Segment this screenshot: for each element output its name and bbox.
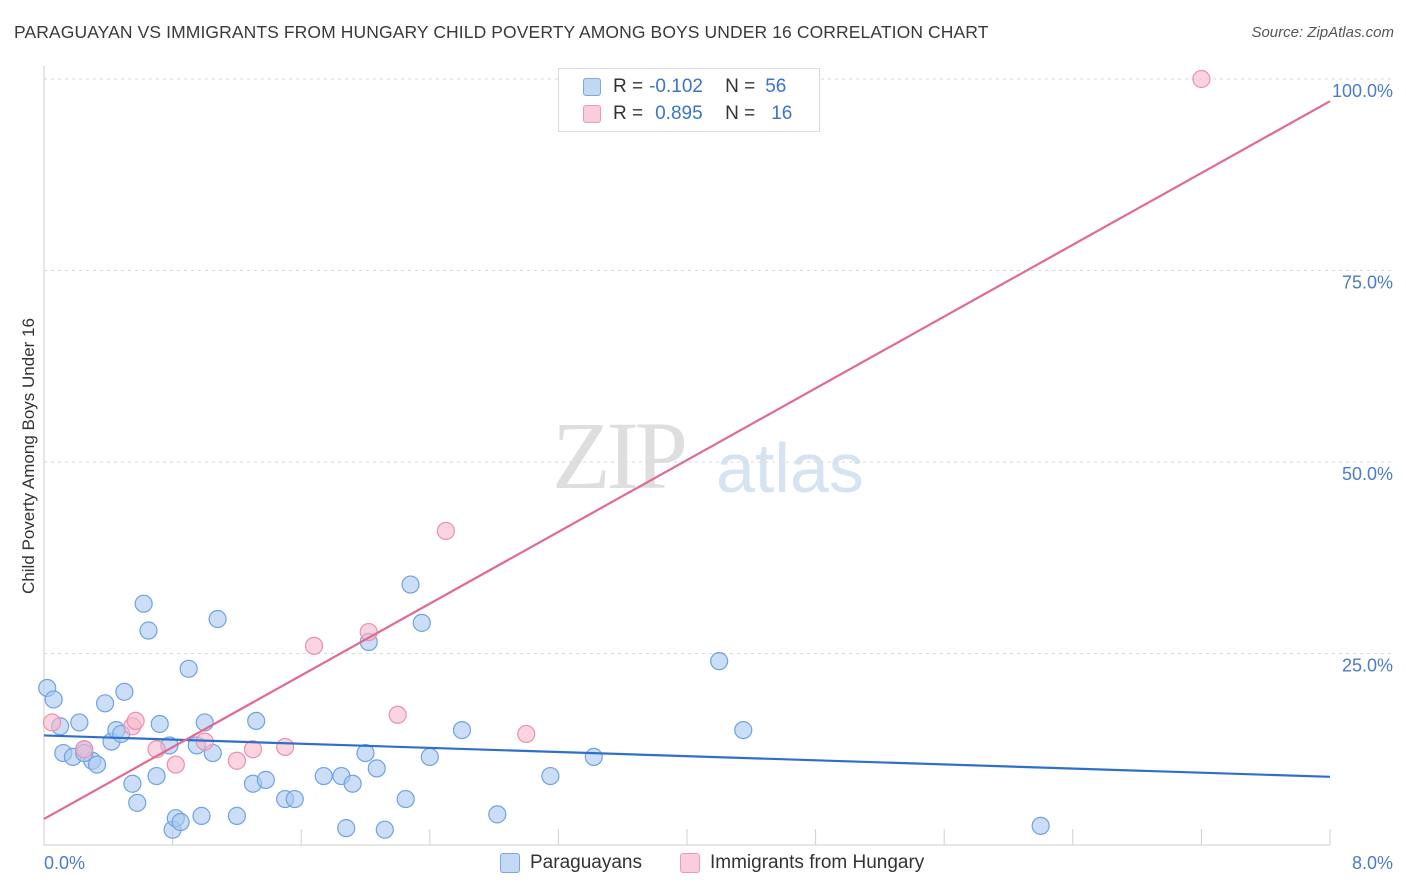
paraguayan-point bbox=[452, 720, 472, 740]
legend-r-value: 0.895 bbox=[655, 103, 703, 124]
x-tick-label: 8.0% bbox=[1352, 853, 1393, 873]
chart-title: PARAGUAYAN VS IMMIGRANTS FROM HUNGARY CH… bbox=[14, 22, 989, 42]
paraguayan-point bbox=[147, 766, 166, 786]
watermark-atlas: atlas bbox=[716, 429, 864, 507]
legend-n-label: N = bbox=[725, 76, 756, 97]
hungary-point bbox=[42, 713, 62, 732]
paraguayan-point bbox=[710, 652, 729, 671]
gridlines bbox=[44, 78, 1392, 654]
legend-swatch-blue bbox=[500, 853, 520, 873]
paraguayan-point bbox=[734, 720, 753, 740]
legend-n-value: 16 bbox=[771, 103, 793, 124]
legend-r-label: R = bbox=[613, 76, 644, 97]
y-tick-label: 50.0% bbox=[1342, 464, 1393, 484]
y-axis-label: Child Poverty Among Boys Under 16 bbox=[19, 318, 38, 594]
hungary-points bbox=[42, 69, 1211, 774]
hungary-point bbox=[166, 755, 185, 774]
hungary-point bbox=[388, 705, 407, 724]
legend-n-value: 56 bbox=[765, 76, 787, 97]
x-tick-label: 0.0% bbox=[44, 853, 85, 873]
hungary-point bbox=[276, 737, 295, 757]
hungary-point bbox=[126, 711, 145, 731]
paraguayan-point bbox=[179, 659, 198, 678]
legend-row-hungary: R = 0.895 N = 16 bbox=[583, 101, 792, 127]
paraguayan-point bbox=[44, 690, 63, 709]
paraguayan-point bbox=[337, 819, 356, 838]
legend-label: Paraguayans bbox=[530, 852, 642, 873]
hungary-point bbox=[304, 636, 324, 655]
paraguayan-point bbox=[247, 711, 266, 731]
legend-swatch-pink bbox=[679, 853, 700, 873]
legend-r-value: -0.102 bbox=[649, 76, 703, 97]
hungary-point bbox=[517, 724, 536, 744]
paraguayan-point bbox=[1031, 816, 1050, 835]
source-label: Source: ZipAtlas.com bbox=[1251, 24, 1394, 41]
paraguayans-points bbox=[38, 575, 1050, 839]
paraguayan-point bbox=[70, 713, 89, 732]
paraguayan-point bbox=[256, 770, 275, 789]
paraguayan-point bbox=[87, 755, 107, 774]
hungary-point bbox=[227, 751, 246, 770]
paraguayan-point bbox=[420, 747, 439, 767]
paraguayan-point bbox=[584, 747, 603, 767]
series-legend: Paraguayans Immigrants from Hungary bbox=[500, 852, 962, 874]
paraguayan-point bbox=[208, 609, 227, 629]
legend-label: Immigrants from Hungary bbox=[709, 852, 925, 873]
paraguayan-point bbox=[150, 714, 169, 734]
paraguayan-point bbox=[367, 759, 386, 778]
paraguayan-point bbox=[95, 694, 115, 713]
correlation-legend: R = -0.102 N = 56 R = 0.895 N = 16 bbox=[558, 68, 820, 132]
paraguayan-point bbox=[356, 743, 375, 763]
legend-r-label: R = bbox=[613, 103, 644, 124]
legend-item-paraguayans: Paraguayans bbox=[500, 852, 642, 874]
paraguayan-point bbox=[134, 594, 153, 613]
hungary-trend-line bbox=[43, 100, 1331, 820]
hungary-point bbox=[75, 740, 94, 759]
trend-lines bbox=[43, 100, 1331, 820]
axes bbox=[43, 66, 1331, 846]
paraguayan-point bbox=[401, 575, 420, 594]
paraguayan-point bbox=[139, 621, 158, 640]
legend-swatch-blue bbox=[583, 78, 601, 96]
paraguayan-point bbox=[192, 806, 211, 825]
paraguayan-point bbox=[171, 812, 190, 832]
y-tick-label: 25.0% bbox=[1342, 656, 1393, 676]
paraguayan-point bbox=[488, 805, 507, 824]
paraguayans-trend-line bbox=[43, 734, 1331, 778]
paraguayan-point bbox=[343, 774, 362, 793]
paraguayan-point bbox=[227, 806, 246, 825]
paraguayan-point bbox=[128, 793, 147, 812]
y-tick-label: 75.0% bbox=[1342, 273, 1393, 293]
paraguayan-point bbox=[123, 774, 142, 793]
hungary-point bbox=[243, 740, 263, 759]
hungary-point bbox=[436, 521, 455, 541]
paraguayan-point bbox=[396, 789, 415, 809]
paraguayan-point bbox=[375, 820, 394, 839]
paraguayan-point bbox=[115, 682, 134, 701]
legend-item-hungary: Immigrants from Hungary bbox=[679, 852, 925, 874]
paraguayan-point bbox=[412, 613, 431, 632]
y-tick-label: 100.0% bbox=[1332, 81, 1393, 101]
paraguayan-point bbox=[314, 766, 333, 786]
watermark-zip: ZIP bbox=[552, 402, 688, 509]
legend-n-label: N = bbox=[725, 103, 756, 124]
paraguayan-point bbox=[285, 789, 304, 809]
tick-labels: 25.0% 50.0% 75.0% 100.0% 0.0% 8.0% bbox=[44, 81, 1393, 873]
hungary-point bbox=[1192, 69, 1211, 89]
paraguayan-point bbox=[541, 766, 560, 786]
legend-row-paraguayans: R = -0.102 N = 56 bbox=[583, 74, 786, 100]
legend-swatch-pink bbox=[583, 105, 601, 123]
